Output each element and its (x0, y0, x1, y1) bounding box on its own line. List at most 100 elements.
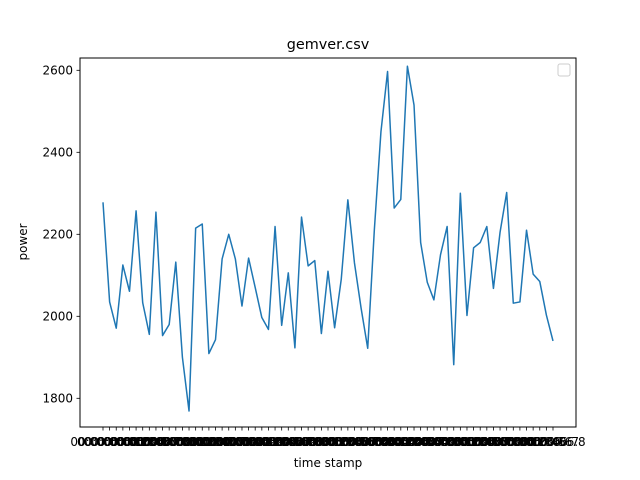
x-tick-label: 00:00:03.3 (289, 435, 354, 449)
x-tick-label: 00:00:03.8 (322, 435, 387, 449)
x-tick-label: 00:00:05.6 (441, 435, 506, 449)
data-point (260, 316, 263, 319)
x-tick-label: 00:00:06.6 (507, 435, 572, 449)
x-tick-label: 00:00:02.4 (229, 435, 294, 449)
data-point (181, 356, 184, 359)
data-point (413, 104, 416, 107)
x-tick-label: 00:00:02.9 (262, 435, 327, 449)
x-tick-label: 00:00:03.2 (282, 435, 347, 449)
x-tick-label: 00:00:05.9 (461, 435, 526, 449)
x-tick-label: 00:00:05.8 (454, 435, 519, 449)
data-point (479, 241, 482, 244)
x-tick-label: 00:00:04.9 (395, 435, 460, 449)
legend-box (557, 63, 571, 77)
x-tick-label: 00:00:00.2 (84, 435, 149, 449)
x-tick-label: 00:00:04.8 (388, 435, 453, 449)
data-point (188, 410, 191, 413)
x-tick-label: 00:00:04.6 (375, 435, 440, 449)
data-point (234, 257, 237, 260)
x-tick-label: 00:00:04.0 (335, 435, 400, 449)
data-point (102, 201, 105, 204)
x-tick-label: 00:00:01.6 (176, 435, 241, 449)
x-tick-label: 00:00:02.1 (209, 435, 274, 449)
x-tick-label: 00:00:05.1 (408, 435, 473, 449)
data-point (207, 352, 210, 355)
data-point (293, 346, 296, 349)
y-tick-label: 2600 (42, 63, 73, 77)
data-point (406, 65, 409, 68)
data-point (313, 259, 316, 262)
x-tick-label: 00:00:04.1 (342, 435, 407, 449)
data-point (459, 192, 462, 195)
x-tick-label: 00:00:01.2 (150, 435, 215, 449)
x-tick-label: 00:00:04.4 (362, 435, 427, 449)
x-tick-label: 00:00:01.9 (196, 435, 261, 449)
x-tick-label: 00:00:03.4 (295, 435, 360, 449)
data-point (399, 198, 402, 201)
x-tick-label: 00:00:00.7 (117, 435, 182, 449)
x-tick-label: 00:00:03.6 (309, 435, 374, 449)
data-point (346, 198, 349, 201)
x-tick-label: 00:00:04.2 (348, 435, 413, 449)
x-tick-label: 00:00:05.5 (434, 435, 499, 449)
data-point (154, 211, 157, 214)
data-point (525, 229, 528, 232)
data-point (366, 347, 369, 350)
data-point (274, 225, 277, 228)
x-tick-label: 00:00:06.7 (514, 435, 579, 449)
data-point (161, 334, 164, 337)
x-tick-label: 00:00:00.0 (70, 435, 135, 449)
x-tick-label: 00:00:01.3 (156, 435, 221, 449)
data-point (333, 326, 336, 329)
x-tick-label: 00:00:02.7 (249, 435, 314, 449)
x-tick-label: 00:00:02.5 (236, 435, 301, 449)
data-point (247, 257, 250, 260)
data-point (379, 130, 382, 133)
x-tick-label: 00:00:02.3 (223, 435, 288, 449)
x-tick-label: 00:00:03.9 (328, 435, 393, 449)
x-tick-label: 00:00:05.7 (448, 435, 513, 449)
data-point (227, 233, 230, 236)
x-axis-label: time stamp (294, 456, 363, 470)
x-tick-label: 00:00:06.3 (487, 435, 552, 449)
x-tick-label: 00:00:05.3 (421, 435, 486, 449)
x-tick-label: 00:00:04.5 (368, 435, 433, 449)
data-point (240, 305, 243, 308)
plot-area (79, 57, 577, 428)
data-point (512, 302, 515, 305)
data-point (545, 314, 548, 317)
x-tick-label: 00:00:05.0 (401, 435, 466, 449)
x-tick-label: 00:00:02.0 (203, 435, 268, 449)
x-tick-label: 00:00:02.8 (256, 435, 321, 449)
x-tick-label: 00:00:01.8 (189, 435, 254, 449)
data-point (360, 307, 363, 310)
x-tick-label: 00:00:02.6 (242, 435, 307, 449)
x-tick-label: 00:00:03.5 (302, 435, 367, 449)
data-point (518, 300, 521, 303)
data-point (214, 338, 217, 341)
x-tick-label: 00:00:06.5 (500, 435, 565, 449)
data-point (194, 227, 197, 230)
data-point (353, 262, 356, 265)
data-point (386, 70, 389, 73)
x-tick-label: 00:00:02.2 (216, 435, 281, 449)
data-point (287, 271, 290, 274)
data-point (446, 225, 449, 228)
y-axis-ticks: 1800 2000 2200 2400 2600 (42, 63, 80, 405)
data-point (532, 273, 535, 276)
data-point (538, 280, 541, 283)
data-point (221, 257, 224, 260)
x-tick-label: 00:00:06.4 (494, 435, 559, 449)
x-tick-label: 00:00:06.8 (520, 435, 585, 449)
data-point (419, 241, 422, 244)
data-point (115, 327, 118, 330)
data-point (465, 314, 468, 317)
data-point (174, 261, 177, 264)
data-point (426, 281, 429, 284)
data-point (327, 270, 330, 273)
x-tick-label: 00:00:01.1 (143, 435, 208, 449)
x-tick-label: 00:00:01.7 (183, 435, 248, 449)
x-tick-label: 00:00:00.4 (97, 435, 162, 449)
data-point (373, 229, 376, 232)
